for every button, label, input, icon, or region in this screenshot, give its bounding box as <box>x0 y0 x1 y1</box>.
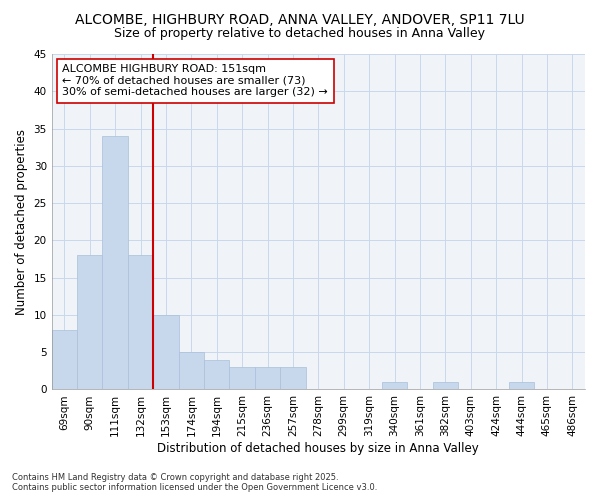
Text: Contains HM Land Registry data © Crown copyright and database right 2025.
Contai: Contains HM Land Registry data © Crown c… <box>12 473 377 492</box>
Bar <box>52 330 77 390</box>
Bar <box>382 382 407 390</box>
Bar <box>153 315 179 390</box>
Y-axis label: Number of detached properties: Number of detached properties <box>15 128 28 314</box>
Bar <box>509 382 534 390</box>
X-axis label: Distribution of detached houses by size in Anna Valley: Distribution of detached houses by size … <box>157 442 479 455</box>
Bar <box>280 367 305 390</box>
Text: ALCOMBE, HIGHBURY ROAD, ANNA VALLEY, ANDOVER, SP11 7LU: ALCOMBE, HIGHBURY ROAD, ANNA VALLEY, AND… <box>75 12 525 26</box>
Bar <box>77 256 103 390</box>
Bar <box>433 382 458 390</box>
Text: ALCOMBE HIGHBURY ROAD: 151sqm
← 70% of detached houses are smaller (73)
30% of s: ALCOMBE HIGHBURY ROAD: 151sqm ← 70% of d… <box>62 64 328 98</box>
Bar <box>128 256 153 390</box>
Bar <box>103 136 128 390</box>
Text: Size of property relative to detached houses in Anna Valley: Size of property relative to detached ho… <box>115 28 485 40</box>
Bar <box>255 367 280 390</box>
Bar <box>179 352 204 390</box>
Bar <box>204 360 229 390</box>
Bar <box>229 367 255 390</box>
